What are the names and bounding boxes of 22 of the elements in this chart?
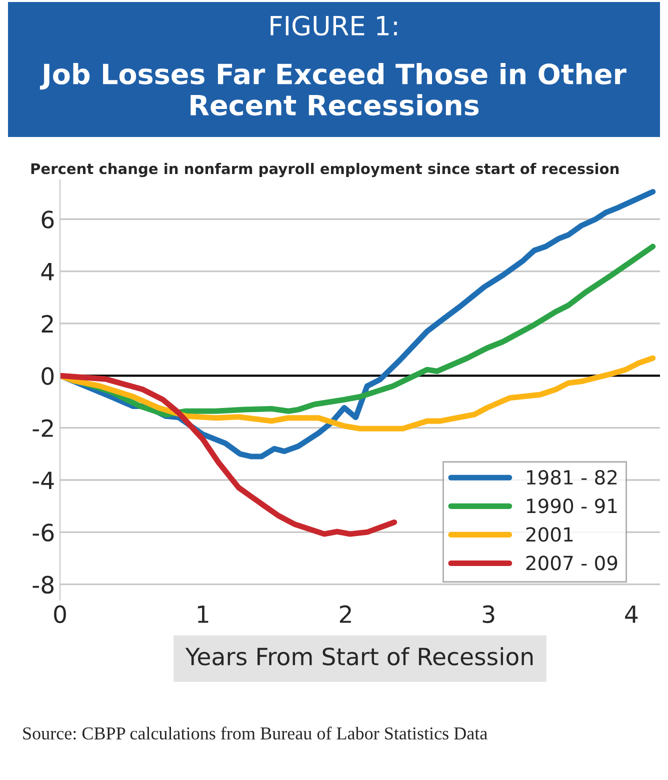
legend-label: 1990 - 91 bbox=[527, 498, 617, 514]
y-tick-label: -6 bbox=[32, 524, 54, 542]
y-tick-label: -2 bbox=[32, 419, 53, 437]
x-tick-label: 3 bbox=[482, 605, 494, 624]
chart-title: FIGURE 1: bbox=[270, 16, 397, 36]
x-tick-label: 4 bbox=[625, 606, 638, 623]
y-tick-label: 6 bbox=[42, 210, 54, 228]
y-tick-label: 4 bbox=[41, 263, 54, 280]
legend-label: 1981 - 82 bbox=[527, 470, 617, 485]
legend-label: 2007 - 09 bbox=[526, 556, 618, 570]
x-tick-label: 1 bbox=[198, 606, 208, 623]
x-tick-label: 0 bbox=[54, 605, 66, 624]
source-note: Source: CBPP calculations from Bureau of Labor Statistics Data bbox=[23, 726, 488, 740]
legend-label: 2001 bbox=[526, 527, 573, 542]
y-tick-label: -8 bbox=[32, 576, 54, 594]
x-tick-label: 2 bbox=[340, 605, 351, 623]
x-axis-title: Years From Start of Recession bbox=[185, 647, 533, 666]
y-tick-label: -4 bbox=[32, 472, 54, 489]
y-tick-label: 0 bbox=[42, 367, 54, 385]
y-axis-title: Percent change in nonfarm payroll employment since start of recession bbox=[31, 162, 619, 178]
y-tick-label: 2 bbox=[42, 314, 53, 332]
chart-subtitle: Job Losses Far Exceed Those in Other Recent Recessions bbox=[40, 63, 626, 116]
